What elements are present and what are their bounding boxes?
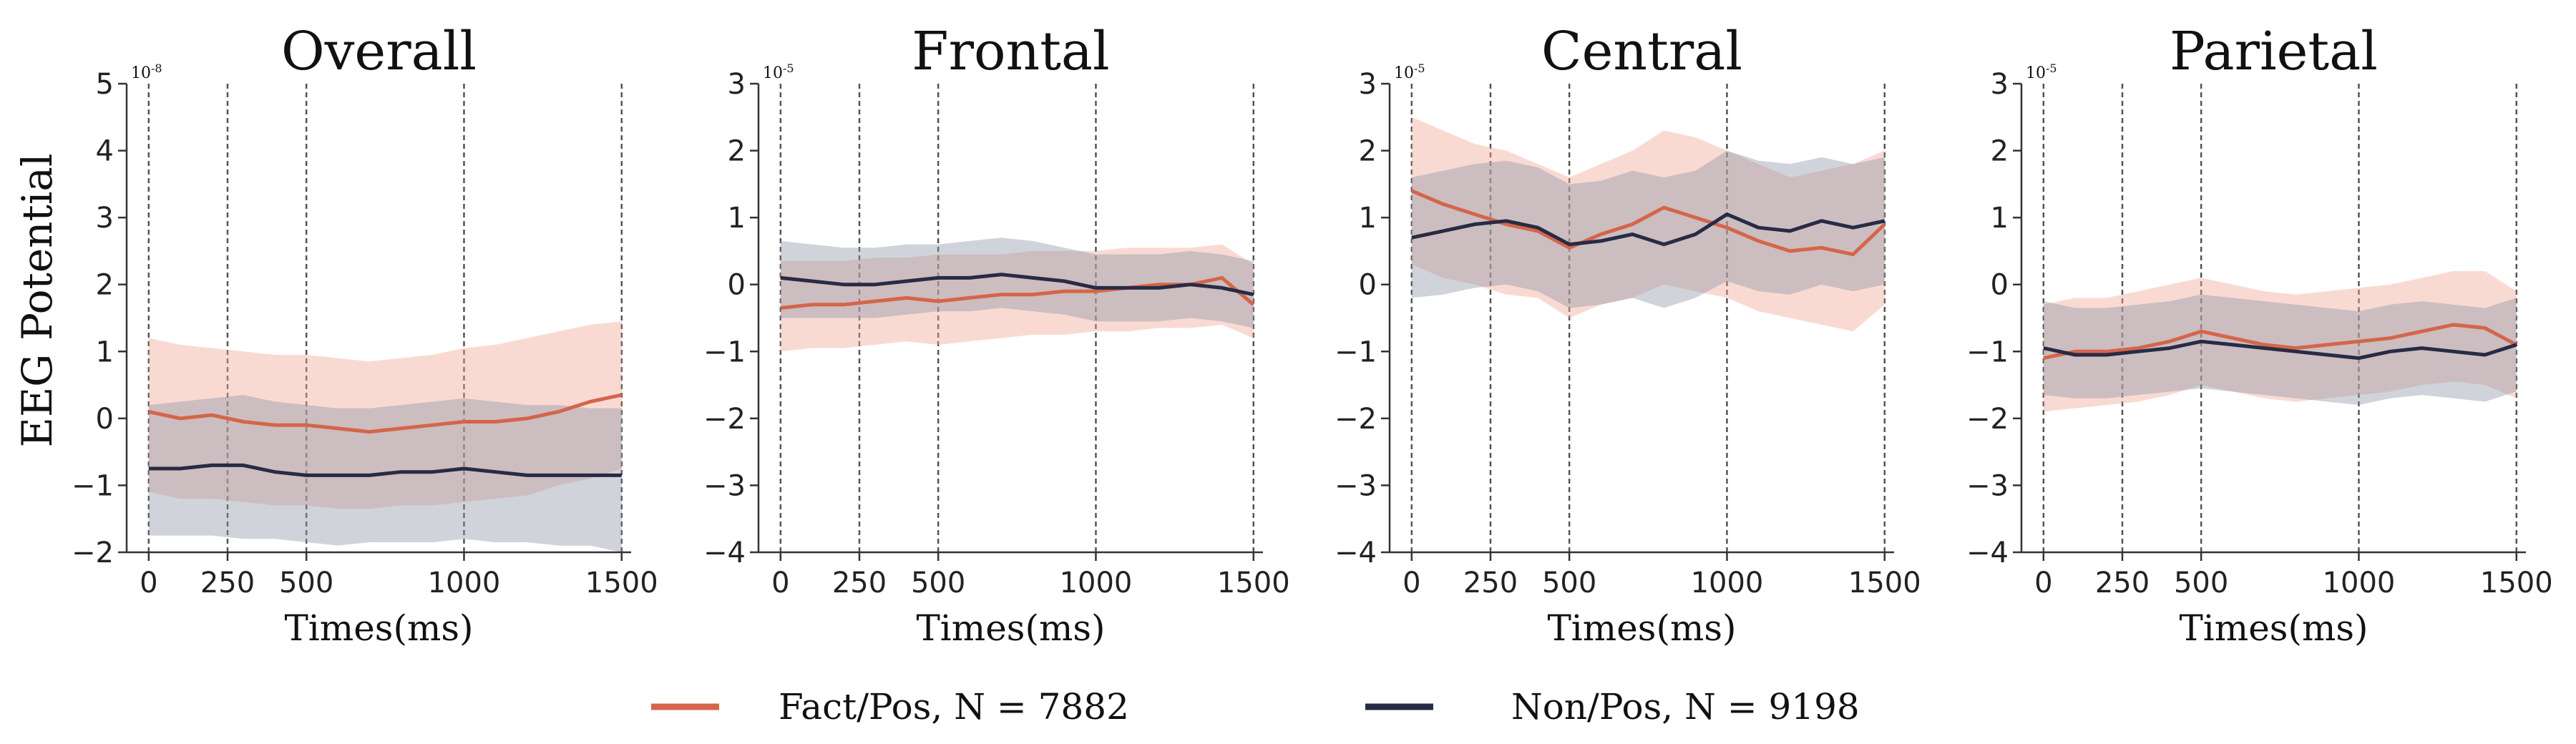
- panel-frontal-band-non: [780, 238, 1254, 328]
- panel-frontal-xtick-label: 500: [911, 567, 965, 599]
- panel-central-xtick-label: 500: [1542, 567, 1596, 599]
- panel-overall-xtick-label: 0: [140, 567, 157, 599]
- panel-frontal-x-axis-label: Times(ms): [916, 607, 1105, 649]
- panel-frontal-exponent-label: 10-5: [763, 62, 794, 82]
- panel-frontal-title: Frontal: [912, 21, 1109, 82]
- panel-overall-xtick-label: 500: [279, 567, 333, 599]
- panel-central: −4 −3 −2 −1 0 1 2 3 0 250 500 1000 1500 10-5 Central Ti…: [1335, 21, 1921, 649]
- panel-parietal-line-non: [2043, 339, 2517, 361]
- panel-central-ytick-label: 1: [1359, 202, 1377, 235]
- legend-label-non: Non/Pos, N = 9198: [1511, 686, 1860, 728]
- panel-frontal: −4 −3 −2 −1 0 1 2 3 0 250 500 1000 1500 10-5 Frontal Ti…: [703, 21, 1290, 649]
- panel-parietal-x-axis-label: Times(ms): [2179, 607, 2368, 649]
- panel-overall-exponent-label: 10-8: [131, 62, 162, 82]
- panel-central-xtick-label: 250: [1463, 567, 1518, 599]
- panel-central-band-fact: [1411, 117, 1885, 332]
- panel-central-band-non: [1411, 150, 1885, 308]
- panel-frontal-ytick-label: 0: [728, 269, 746, 302]
- panel-frontal-ytick-label: 1: [728, 202, 746, 235]
- panel-parietal-ytick-label: −3: [1966, 469, 2009, 502]
- panel-parietal-ytick-label: 1: [1991, 202, 2009, 235]
- panel-central-line-non: [1411, 212, 1885, 247]
- panel-frontal-ytick-label: 3: [728, 68, 746, 101]
- panel-central-ytick-label: −2: [1335, 403, 1377, 436]
- panel-central-x-axis-label: Times(ms): [1547, 607, 1736, 649]
- panel-central-exponent-label: 10-5: [1394, 62, 1425, 82]
- panel-parietal-ytick-label: −2: [1966, 403, 2009, 436]
- panel-overall-xtick-label: 1500: [585, 567, 658, 599]
- panel-frontal-xtick-label: 1500: [1217, 567, 1290, 599]
- panel-parietal-ytick-label: −4: [1966, 537, 2009, 569]
- panel-parietal-band-fact: [2043, 271, 2517, 412]
- panel-overall-xtick-label: 250: [200, 567, 255, 599]
- panel-frontal-xtick-label: 1000: [1060, 567, 1133, 599]
- panel-parietal-xtick-label: 500: [2174, 567, 2228, 599]
- panel-frontal-line-non: [780, 273, 1254, 297]
- panel-parietal-ytick-label: 0: [1991, 269, 2009, 302]
- panel-parietal-ytick-label: −1: [1966, 336, 2009, 368]
- panel-parietal-ytick-label: 3: [1991, 68, 2009, 101]
- panel-central-xtick-label: 0: [1402, 567, 1420, 599]
- panel-parietal-title: Parietal: [2170, 21, 2378, 82]
- panel-overall-title: Overall: [281, 21, 477, 82]
- panel-parietal-xtick-label: 0: [2034, 567, 2052, 599]
- panel-overall-ytick-label: 0: [96, 403, 114, 436]
- panel-central-ytick-label: −1: [1335, 336, 1377, 368]
- legend: Fact/Pos, N = 7882 Non/Pos, N = 9198: [651, 686, 1860, 728]
- panel-overall-ytick-label: −2: [72, 537, 114, 569]
- panel-central-title: Central: [1541, 21, 1742, 82]
- panel-overall-band-fact: [148, 321, 622, 509]
- panel-central-xtick-label: 1500: [1848, 567, 1921, 599]
- panel-overall-line-fact: [148, 393, 623, 434]
- panel-overall: −2 −1 0 1 2 3 4 5 0 250 500 1000 1500 10-8 Overall Time…: [72, 21, 658, 649]
- panel-frontal-ytick-label: −2: [703, 403, 746, 436]
- panel-overall-line-non: [148, 463, 622, 477]
- panel-parietal-xtick-label: 250: [2095, 567, 2150, 599]
- panel-parietal-xtick-label: 1500: [2480, 567, 2553, 599]
- panel-frontal-ytick-label: 2: [728, 135, 746, 168]
- panel-frontal-xtick-label: 250: [832, 567, 887, 599]
- panel-central-ytick-label: −3: [1335, 469, 1377, 502]
- panel-frontal-band-fact: [780, 244, 1254, 352]
- panel-parietal-xtick-label: 1000: [2323, 567, 2396, 599]
- panel-overall-ytick-label: −1: [72, 469, 114, 502]
- panel-parietal-ytick-label: 2: [1991, 135, 2009, 168]
- panel-overall-xtick-label: 1000: [428, 567, 501, 599]
- y-axis-label: EEG Potential: [13, 153, 62, 447]
- panel-parietal-exponent-label: 10-5: [2026, 62, 2057, 82]
- panel-central-line-fact: [1410, 189, 1886, 257]
- panel-parietal-line-fact: [2043, 323, 2517, 361]
- panel-central-ytick-label: 3: [1359, 68, 1377, 101]
- panel-overall-ytick-label: 5: [96, 68, 114, 101]
- panel-overall-ytick-label: 3: [96, 202, 114, 235]
- panel-overall-ytick-label: 4: [96, 135, 114, 168]
- panel-overall-x-axis-label: Times(ms): [284, 607, 473, 649]
- panel-central-ytick-label: −4: [1335, 537, 1377, 569]
- legend-label-fact: Fact/Pos, N = 7882: [779, 686, 1129, 728]
- panel-overall-ytick-label: 1: [96, 336, 114, 368]
- panel-central-xtick-label: 1000: [1691, 567, 1764, 599]
- panel-parietal: −4 −3 −2 −1 0 1 2 3 0 250 500 1000 1500 10-5 Parietal T…: [1966, 21, 2553, 649]
- panel-frontal-ytick-label: −4: [703, 537, 746, 569]
- panel-frontal-xtick-label: 0: [771, 567, 789, 599]
- panel-central-ytick-label: 2: [1359, 135, 1377, 168]
- panel-frontal-ytick-label: −3: [703, 469, 746, 502]
- panel-central-ytick-label: 0: [1359, 269, 1377, 302]
- panel-frontal-ytick-label: −1: [703, 336, 746, 368]
- panel-overall-ytick-label: 2: [96, 269, 114, 302]
